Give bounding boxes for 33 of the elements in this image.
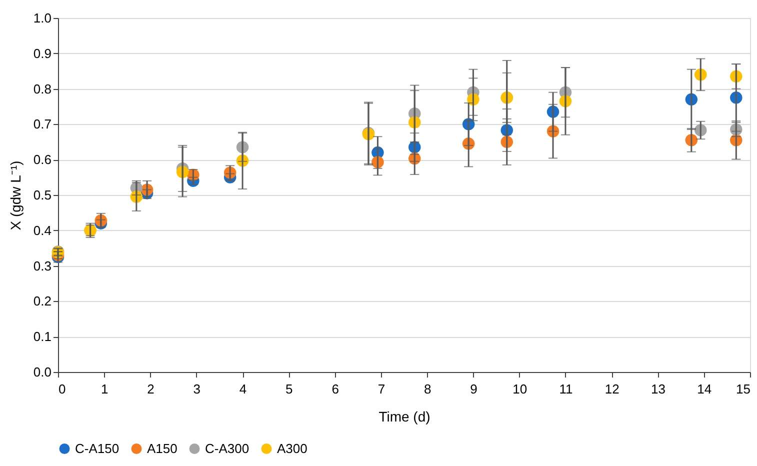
x-tick-label: 14: [697, 382, 712, 396]
y-tick-label: 0.1: [33, 329, 52, 344]
y-axis-title: X (gdw L⁻¹): [7, 160, 24, 230]
x-tick-label: 1: [101, 382, 108, 396]
y-tick-label: 0.2: [33, 294, 52, 309]
legend-label: A150: [147, 440, 178, 456]
y-tick-label: 0.6: [33, 152, 52, 168]
y-tick-label: 0.5: [33, 188, 52, 202]
y-tick-label: 0.0: [33, 364, 52, 380]
x-tick-label: 0: [58, 382, 66, 396]
legend-label: C-A150: [75, 440, 120, 456]
x-tick-label: 15: [736, 382, 750, 396]
y-tick-label: 1.0: [33, 10, 52, 26]
x-tick-label: 4: [239, 382, 247, 396]
x-tick-label: 6: [332, 382, 339, 396]
x-tick-label: 5: [286, 382, 293, 396]
x-tick-label: 11: [559, 382, 573, 396]
y-tick-label: 0.7: [33, 116, 52, 132]
legend-label: A300: [277, 440, 308, 456]
legend-label: C-A300: [205, 440, 250, 456]
x-tick-label: 12: [604, 382, 620, 396]
x-tick-label: 7: [378, 382, 386, 396]
x-tick-label: 2: [147, 382, 154, 396]
x-tick-label: 3: [193, 382, 201, 396]
y-tick-label: 0.8: [33, 81, 52, 96]
x-tick-label: 10: [512, 382, 528, 396]
y-tick-label: 0.9: [33, 46, 52, 61]
x-tick-label: 8: [424, 382, 432, 396]
x-axis-title: Time (d): [378, 408, 430, 424]
y-tick-label: 0.4: [33, 222, 52, 238]
x-tick-label: 9: [470, 382, 478, 396]
x-tick-label: 13: [651, 382, 666, 396]
y-tick-label: 0.3: [33, 258, 52, 274]
